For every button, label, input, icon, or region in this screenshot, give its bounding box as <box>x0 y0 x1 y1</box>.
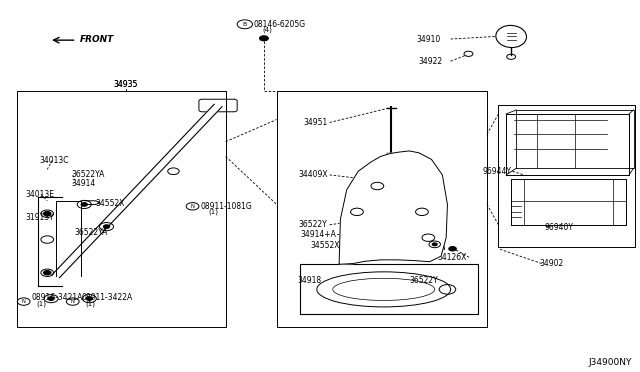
Text: 36522Y: 36522Y <box>299 220 328 229</box>
Text: 34951: 34951 <box>303 118 328 127</box>
Circle shape <box>86 297 93 301</box>
Text: N: N <box>22 299 26 304</box>
Text: 34922: 34922 <box>418 57 442 66</box>
Circle shape <box>259 36 268 41</box>
Polygon shape <box>300 263 478 314</box>
Text: N: N <box>191 204 195 209</box>
Circle shape <box>44 211 51 216</box>
Text: (1): (1) <box>86 300 95 307</box>
Text: N: N <box>71 299 75 304</box>
Text: 34013E: 34013E <box>26 190 54 199</box>
Text: (4): (4) <box>262 26 273 33</box>
Text: 34013C: 34013C <box>40 155 69 165</box>
Text: 34126X: 34126X <box>437 253 467 262</box>
Text: 96944Y: 96944Y <box>482 167 511 176</box>
Text: 34910: 34910 <box>417 35 441 44</box>
Text: 08146-6205G: 08146-6205G <box>253 20 306 29</box>
Text: 08916-3421A: 08916-3421A <box>32 294 83 302</box>
Circle shape <box>449 247 456 251</box>
Text: 34935: 34935 <box>113 80 138 89</box>
Circle shape <box>44 270 51 275</box>
Text: 36522YA: 36522YA <box>72 170 105 179</box>
Text: 34918: 34918 <box>298 276 322 285</box>
Circle shape <box>432 243 437 246</box>
Text: 08911-3422A: 08911-3422A <box>81 294 132 302</box>
Text: (1): (1) <box>36 300 47 307</box>
Text: J34900NY: J34900NY <box>589 358 632 367</box>
Text: 36522Y: 36522Y <box>409 276 438 285</box>
Text: 34552X: 34552X <box>96 199 125 208</box>
Text: 31913Y: 31913Y <box>26 213 54 222</box>
Text: 34902: 34902 <box>540 259 564 268</box>
Text: 34914: 34914 <box>72 179 96 188</box>
Circle shape <box>81 203 88 206</box>
Text: 08911-1081G: 08911-1081G <box>201 202 253 211</box>
Polygon shape <box>339 151 447 264</box>
Text: 36522YA: 36522YA <box>75 228 108 237</box>
Polygon shape <box>52 104 222 278</box>
Circle shape <box>48 297 54 301</box>
Text: 34914+A: 34914+A <box>300 230 336 239</box>
Text: (1): (1) <box>209 209 218 215</box>
Circle shape <box>103 225 109 228</box>
Text: FRONT: FRONT <box>80 35 114 44</box>
Text: 34552XA: 34552XA <box>311 241 346 250</box>
Text: 96940Y: 96940Y <box>545 223 574 232</box>
Text: B: B <box>243 22 247 27</box>
Text: 34935: 34935 <box>113 80 138 89</box>
Text: 34409X: 34409X <box>298 170 328 179</box>
